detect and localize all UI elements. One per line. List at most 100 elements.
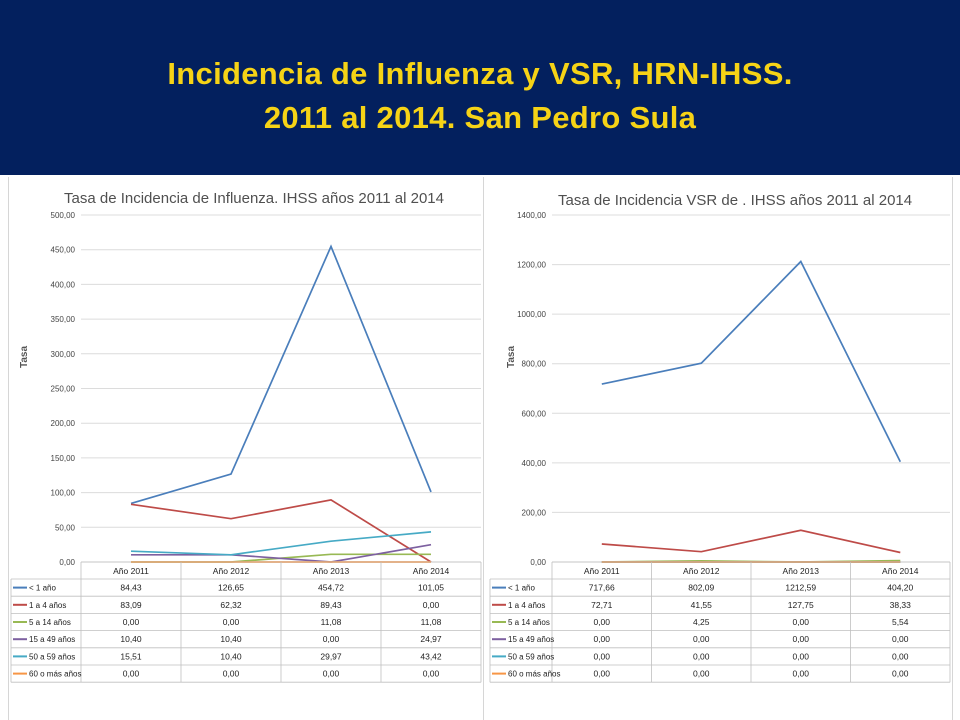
data-label: 83,09 bbox=[120, 600, 142, 610]
y-tick-label: 200,00 bbox=[522, 508, 547, 517]
data-label: 0,00 bbox=[323, 634, 340, 644]
x-tick-label: Año 2013 bbox=[783, 566, 820, 576]
data-label: 41,55 bbox=[691, 600, 713, 610]
data-label: 4,25 bbox=[693, 617, 710, 627]
data-label: 0,00 bbox=[693, 669, 710, 679]
legend-label: 60 o más años bbox=[508, 670, 560, 679]
data-label: 5,54 bbox=[892, 617, 909, 627]
data-label: 11,08 bbox=[421, 617, 442, 627]
legend-label: 50 a 59 años bbox=[508, 652, 554, 661]
data-label: 0,00 bbox=[593, 669, 610, 679]
data-label: 11,08 bbox=[321, 617, 342, 627]
data-label: 0,00 bbox=[792, 669, 809, 679]
data-label: 24,97 bbox=[420, 634, 442, 644]
data-label: 84,43 bbox=[120, 583, 142, 593]
page-title: Incidencia de Influenza y VSR, HRN-IHSS.… bbox=[0, 52, 960, 140]
page-title-line-2: 2011 al 2014. San Pedro Sula bbox=[263, 100, 697, 135]
data-label: 1212,59 bbox=[785, 583, 816, 593]
data-label: 62,32 bbox=[220, 600, 242, 610]
y-tick-label: 50,00 bbox=[55, 523, 76, 532]
data-label: 0,00 bbox=[123, 617, 140, 627]
vsr-chart-panel: Tasa de Incidencia VSR de . IHSS años 20… bbox=[486, 177, 953, 720]
data-label: 0,00 bbox=[792, 651, 809, 661]
y-tick-label: 100,00 bbox=[51, 489, 76, 498]
series-line--1-a-o bbox=[130, 244, 432, 505]
y-axis-label: Tasa bbox=[19, 346, 30, 368]
x-tick-label: Año 2014 bbox=[413, 566, 450, 576]
y-axis-label: Tasa bbox=[506, 346, 517, 368]
data-label: 0,00 bbox=[792, 634, 809, 644]
y-tick-label: 500,00 bbox=[51, 211, 76, 220]
data-label: 89,43 bbox=[320, 600, 342, 610]
data-label: 101,05 bbox=[418, 583, 444, 593]
data-label: 0,00 bbox=[693, 634, 710, 644]
series-line-1-a-4-a-os bbox=[130, 499, 432, 563]
y-tick-label: 800,00 bbox=[522, 360, 547, 369]
y-tick-label: 400,00 bbox=[522, 459, 547, 468]
legend-label: 1 a 4 años bbox=[508, 601, 545, 610]
data-label: 0,00 bbox=[892, 634, 909, 644]
data-label: 0,00 bbox=[123, 669, 140, 679]
y-tick-label: 0,00 bbox=[59, 558, 75, 567]
data-label: 0,00 bbox=[593, 634, 610, 644]
influenza-line-chart: Tasa de Incidencia de Influenza. IHSS añ… bbox=[10, 190, 482, 683]
data-label: 0,00 bbox=[223, 617, 240, 627]
data-label: 127,75 bbox=[788, 600, 814, 610]
x-tick-label: Año 2011 bbox=[113, 566, 149, 576]
y-tick-label: 250,00 bbox=[51, 385, 76, 394]
data-label: 38,33 bbox=[890, 600, 912, 610]
data-label: 126,65 bbox=[218, 583, 244, 593]
y-tick-label: 300,00 bbox=[51, 350, 76, 359]
data-label: 0,00 bbox=[892, 651, 909, 661]
y-tick-label: 1000,00 bbox=[517, 310, 546, 319]
chart-title: Tasa de Incidencia VSR de . IHSS años 20… bbox=[558, 192, 912, 209]
legend-label: 1 a 4 años bbox=[29, 601, 66, 610]
legend-label: < 1 año bbox=[29, 584, 56, 593]
y-tick-label: 1400,00 bbox=[517, 211, 546, 220]
series-line-1-a-4-a-os bbox=[601, 529, 901, 554]
series-line-50-a-59-a-os bbox=[130, 531, 432, 556]
y-tick-label: 0,00 bbox=[530, 558, 546, 567]
vsr-line-chart: Tasa de Incidencia VSR de . IHSS años 20… bbox=[489, 192, 951, 683]
data-label: 0,00 bbox=[593, 651, 610, 661]
legend-label: 15 a 49 años bbox=[508, 635, 554, 644]
data-label: 0,00 bbox=[423, 669, 440, 679]
legend-label: < 1 año bbox=[508, 584, 535, 593]
x-tick-label: Año 2013 bbox=[313, 566, 350, 576]
legend-label: 60 o más años bbox=[29, 670, 81, 679]
data-label: 0,00 bbox=[792, 617, 809, 627]
legend-label: 15 a 49 años bbox=[29, 635, 75, 644]
legend-label: 5 a 14 años bbox=[508, 618, 550, 627]
legend-label: 50 a 59 años bbox=[29, 652, 75, 661]
data-label: 43,42 bbox=[420, 651, 442, 661]
data-label: 0,00 bbox=[892, 669, 909, 679]
x-tick-label: Año 2012 bbox=[213, 566, 250, 576]
data-label: 0,00 bbox=[593, 617, 610, 627]
y-tick-label: 450,00 bbox=[51, 246, 76, 255]
title-banner bbox=[0, 0, 960, 175]
x-tick-label: Año 2014 bbox=[882, 566, 919, 576]
x-tick-label: Año 2012 bbox=[683, 566, 720, 576]
series-line-15-a-49-a-os bbox=[131, 543, 432, 563]
data-label: 0,00 bbox=[223, 669, 240, 679]
page-title-line-1: Incidencia de Influenza y VSR, HRN-IHSS. bbox=[167, 56, 793, 91]
y-tick-label: 150,00 bbox=[51, 454, 76, 463]
data-label: 454,72 bbox=[318, 583, 344, 593]
data-label: 10,40 bbox=[220, 634, 242, 644]
data-label: 717,66 bbox=[589, 583, 615, 593]
data-label: 29,97 bbox=[320, 651, 342, 661]
data-label: 72,71 bbox=[591, 600, 613, 610]
data-label: 0,00 bbox=[423, 600, 440, 610]
legend-label: 5 a 14 años bbox=[29, 618, 71, 627]
y-tick-label: 200,00 bbox=[51, 419, 76, 428]
data-label: 802,09 bbox=[688, 583, 714, 593]
data-label: 10,40 bbox=[120, 634, 142, 644]
data-label: 15,51 bbox=[120, 651, 142, 661]
data-label: 404,20 bbox=[887, 583, 913, 593]
data-label: 0,00 bbox=[323, 669, 340, 679]
chart-title: Tasa de Incidencia de Influenza. IHSS añ… bbox=[64, 190, 444, 207]
series-line--1-a-o bbox=[601, 260, 902, 463]
x-tick-label: Año 2011 bbox=[584, 566, 620, 576]
y-tick-label: 400,00 bbox=[51, 280, 76, 289]
data-label: 10,40 bbox=[220, 651, 242, 661]
